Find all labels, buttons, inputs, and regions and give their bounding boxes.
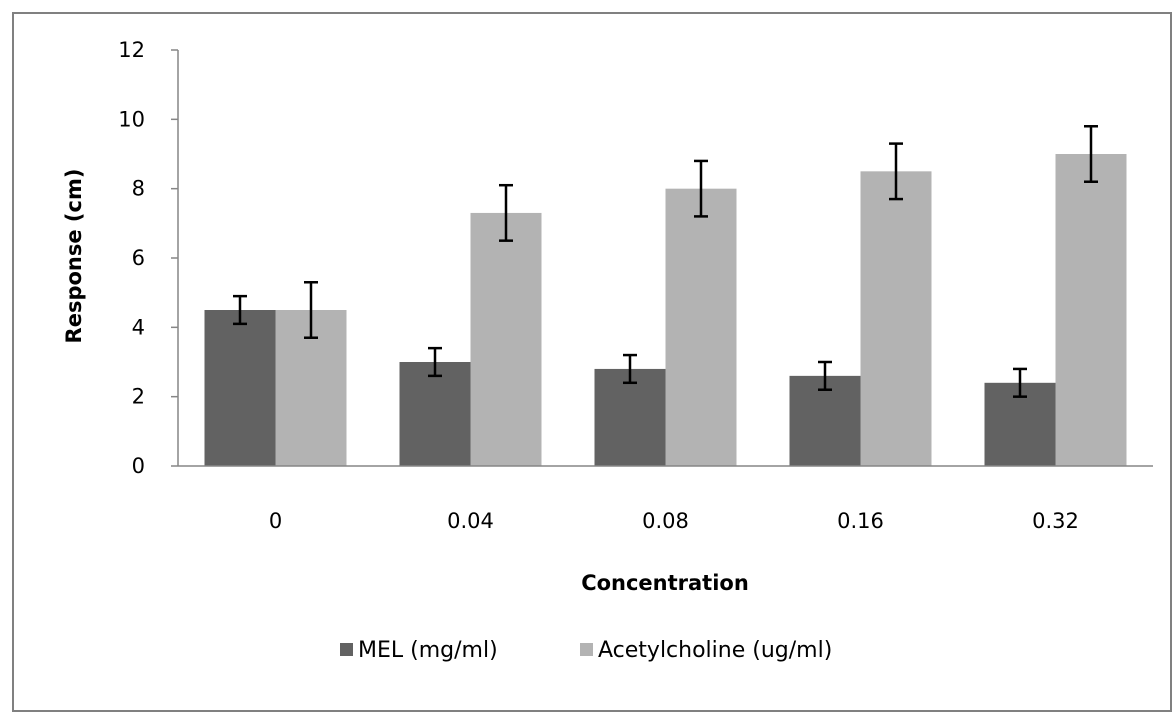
bar [470,212,542,466]
bar [594,368,666,466]
y-tick-label: 4 [132,315,145,339]
y-tick-label: 12 [118,38,145,62]
legend-label: MEL (mg/ml) [358,638,498,663]
legend-swatch [580,643,593,656]
y-tick-label: 0 [132,454,145,478]
bar [860,171,932,467]
y-axis-ticks: 0 2 4 6 8 10 12 [118,38,178,478]
y-tick-label: 6 [132,246,145,270]
x-axis-ticks: 0 0.04 0.08 0.16 0.32 [269,509,1079,533]
x-tick-label: 0.04 [447,509,494,533]
bar [399,362,471,466]
bar [665,188,737,466]
legend-label: Acetylcholine (ug/ml) [598,638,832,663]
x-tick-label: 0.08 [642,509,689,533]
bars [204,154,1127,467]
bar [1055,154,1127,466]
y-tick-label: 8 [132,177,145,201]
x-tick-label: 0 [269,509,282,533]
y-tick-label: 2 [132,385,145,409]
y-tick-label: 10 [118,107,145,131]
bar [204,310,276,466]
legend: MEL (mg/ml) Acetylcholine (ug/ml) [340,638,832,663]
legend-swatch [340,643,353,656]
y-axis-title: Response (cm) [62,169,86,344]
error-bars [233,125,1098,398]
x-axis-title: Concentration [581,571,749,595]
x-tick-label: 0.32 [1032,509,1079,533]
x-tick-label: 0.16 [837,509,884,533]
